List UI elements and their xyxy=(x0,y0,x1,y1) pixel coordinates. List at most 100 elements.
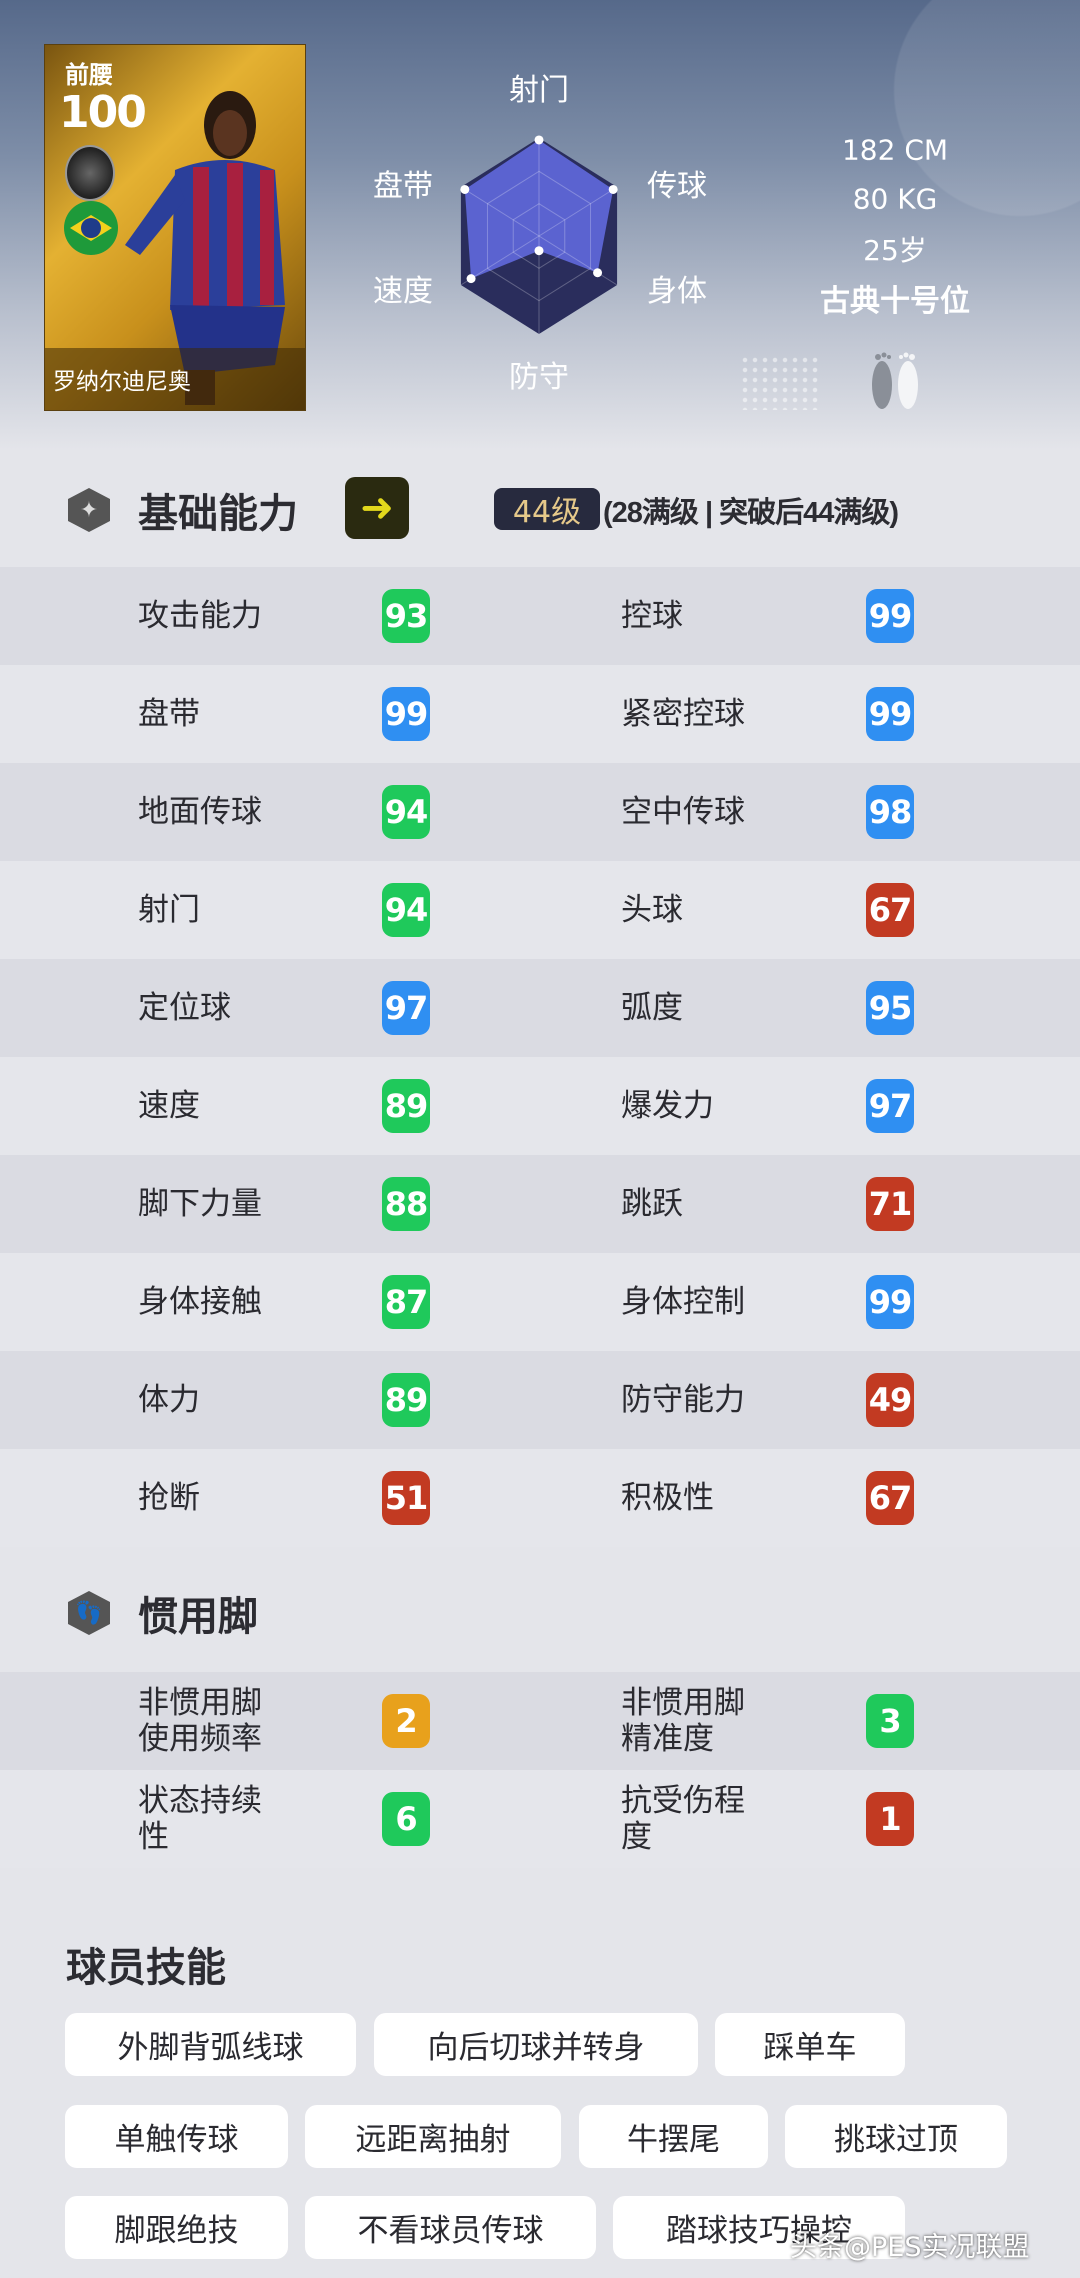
stat-label: 抗受伤程 度 xyxy=(621,1783,745,1855)
stat-row: 攻击能力 93 控球 99 xyxy=(0,567,1080,665)
stat-label: 地面传球 xyxy=(138,794,262,830)
stat-row: 定位球 97 弧度 95 xyxy=(0,959,1080,1057)
player-age: 25岁 xyxy=(863,234,927,267)
level-arrow-button[interactable]: ➜ xyxy=(345,477,409,539)
level-badge: 44级 xyxy=(494,488,600,530)
stat-row: 非惯用脚 使用频率 2 非惯用脚 精准度 3 xyxy=(0,1672,1080,1770)
stat-row: 抢断 51 积极性 67 xyxy=(0,1449,1080,1547)
skill-chip[interactable]: 牛摆尾 xyxy=(579,2105,768,2168)
watermark: 头条@PES实况联盟 xyxy=(790,2232,1030,2263)
stat-value-badge: 67 xyxy=(866,883,914,937)
stat-label: 状态持续 性 xyxy=(138,1783,262,1855)
stat-label: 弧度 xyxy=(621,990,683,1026)
skill-chip[interactable]: 踩单车 xyxy=(715,2013,905,2076)
stat-label: 紧密控球 xyxy=(621,696,745,732)
stat-value-badge: 95 xyxy=(866,981,914,1035)
player-image xyxy=(125,91,285,405)
skill-chip[interactable]: 挑球过顶 xyxy=(785,2105,1007,2168)
skill-chip[interactable]: 脚跟绝技 xyxy=(65,2196,288,2259)
radar-grid xyxy=(486,170,592,302)
stat-label: 积极性 xyxy=(621,1480,714,1516)
stat-label: 身体接触 xyxy=(138,1284,262,1320)
stat-label: 脚下力量 xyxy=(138,1186,262,1222)
stat-value-badge: 94 xyxy=(382,785,430,839)
stat-label: 盘带 xyxy=(138,696,200,732)
stat-label: 射门 xyxy=(138,892,200,928)
stat-label: 抢断 xyxy=(138,1480,200,1516)
radar-label-passing: 传球 xyxy=(647,169,707,204)
brazil-flag-icon xyxy=(64,201,118,255)
stat-value-badge: 71 xyxy=(866,1177,914,1231)
preferred-foot-title: 惯用脚 xyxy=(138,1594,258,1640)
stat-value-badge: 99 xyxy=(382,687,430,741)
skill-chip[interactable]: 向后切球并转身 xyxy=(374,2013,698,2076)
radar-point-speed xyxy=(466,274,476,284)
skill-chip[interactable]: 远距离抽射 xyxy=(305,2105,561,2168)
player-weight: 80 KG xyxy=(852,182,938,216)
stat-value-badge: 97 xyxy=(382,981,430,1035)
stat-value-badge: 94 xyxy=(382,883,430,937)
stat-label: 体力 xyxy=(138,1382,200,1418)
player-height: 182 CM xyxy=(841,133,949,167)
radar-point-passing xyxy=(608,184,618,194)
skill-chip[interactable]: 外脚背弧线球 xyxy=(65,2013,356,2076)
stat-label: 定位球 xyxy=(138,990,231,1026)
stat-value-badge: 88 xyxy=(382,1177,430,1231)
stat-label: 身体控制 xyxy=(621,1284,745,1320)
stat-row: 体力 89 防守能力 49 xyxy=(0,1351,1080,1449)
stat-label: 爆发力 xyxy=(621,1088,714,1124)
stat-label: 非惯用脚 使用频率 xyxy=(138,1685,262,1757)
stat-label: 非惯用脚 精准度 xyxy=(621,1685,745,1757)
stat-value-badge: 49 xyxy=(866,1373,914,1427)
stat-value-badge: 87 xyxy=(382,1275,430,1329)
stat-value-badge: 97 xyxy=(866,1079,914,1133)
stat-label: 头球 xyxy=(621,892,683,928)
running-player-icon: ✦ xyxy=(68,488,110,532)
player-name: 罗纳尔迪尼奥 xyxy=(53,369,191,395)
stat-label: 空中传球 xyxy=(621,794,745,830)
card-rating: 100 xyxy=(59,87,147,138)
stat-row: 地面传球 94 空中传球 98 xyxy=(0,763,1080,861)
stat-row: 盘带 99 紧密控球 99 xyxy=(0,665,1080,763)
radar-point-defense xyxy=(534,246,544,256)
stat-row: 速度 89 爆发力 97 xyxy=(0,1057,1080,1155)
radar-label-speed: 速度 xyxy=(373,274,433,309)
player-card[interactable]: 前腰 100 罗纳尔迪尼奥 xyxy=(44,44,306,411)
radar-axis xyxy=(538,235,618,286)
level-note: (28满级 | 突破后44满级) xyxy=(603,497,899,529)
stat-value-badge: 6 xyxy=(382,1792,430,1846)
skill-chip[interactable]: 不看球员传球 xyxy=(305,2196,596,2259)
stat-value-badge: 93 xyxy=(382,589,430,643)
radar-point-dribbling xyxy=(460,184,470,194)
stat-value-badge: 1 xyxy=(866,1792,914,1846)
stat-label: 速度 xyxy=(138,1088,200,1124)
stat-row: 状态持续 性 6 抗受伤程 度 1 xyxy=(0,1770,1080,1868)
radar-grid xyxy=(512,203,566,269)
radar-axis xyxy=(538,186,618,237)
feet-section-icon: 👣 xyxy=(68,1591,110,1635)
stat-value-badge: 98 xyxy=(866,785,914,839)
skills-title: 球员技能 xyxy=(66,1945,226,1991)
stat-label: 攻击能力 xyxy=(138,598,262,634)
stat-label: 控球 xyxy=(621,598,683,634)
club-badge-icon xyxy=(65,145,115,201)
stat-value-badge: 2 xyxy=(382,1694,430,1748)
radar-label-dribbling: 盘带 xyxy=(373,169,433,204)
stat-value-badge: 3 xyxy=(866,1694,914,1748)
stat-row: 射门 94 头球 67 xyxy=(0,861,1080,959)
stat-row: 身体接触 87 身体控制 99 xyxy=(0,1253,1080,1351)
radar-player-area xyxy=(464,139,614,279)
stat-label: 跳跃 xyxy=(621,1186,683,1222)
skill-chip[interactable]: 踏球技巧操控 xyxy=(613,2196,905,2259)
feet-icon xyxy=(872,352,918,409)
name-bar xyxy=(45,348,305,410)
basic-ability-title: 基础能力 xyxy=(138,491,298,537)
dot-pattern xyxy=(740,355,820,410)
radar-chart xyxy=(460,135,618,334)
stat-value-badge: 99 xyxy=(866,687,914,741)
stat-row: 脚下力量 88 跳跃 71 xyxy=(0,1155,1080,1253)
card-position: 前腰 xyxy=(65,61,113,89)
radar-label-shooting: 射门 xyxy=(509,73,569,108)
skill-chip[interactable]: 单触传球 xyxy=(65,2105,288,2168)
radar-point-physical xyxy=(593,268,603,278)
